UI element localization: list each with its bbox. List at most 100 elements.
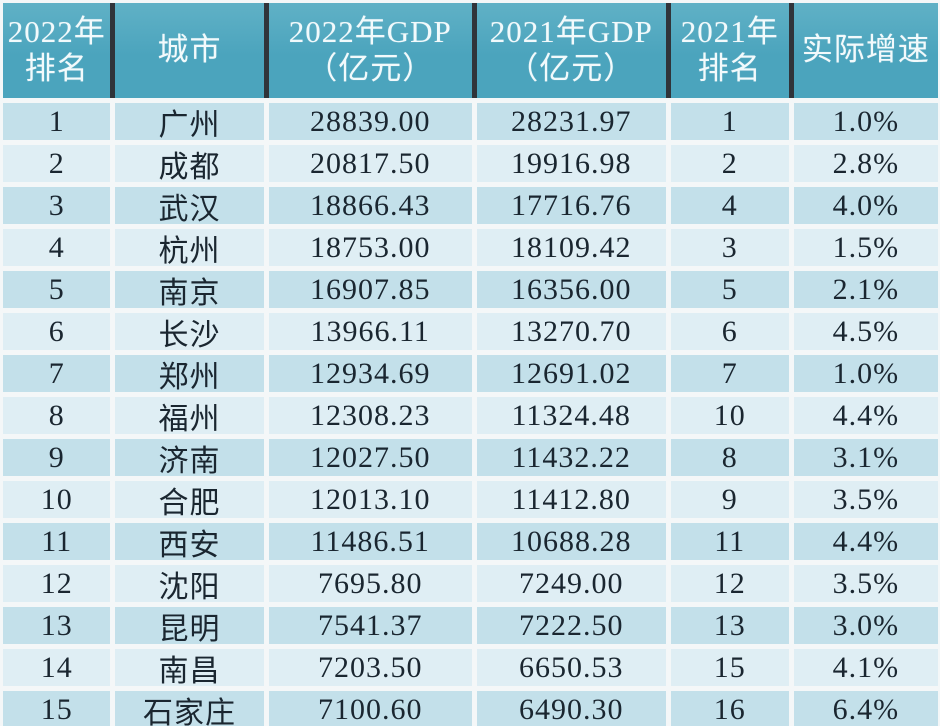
table-cell: 长沙 (115, 313, 264, 350)
table-cell: 12013.10 (268, 481, 472, 518)
table-cell: 4.4% (793, 397, 938, 434)
table-cell: 郑州 (115, 355, 264, 392)
table-cell: 2 (670, 145, 789, 182)
table-cell: 11486.51 (268, 523, 472, 560)
column-header-rank-2022: 2022年 排名 (3, 3, 111, 98)
table-cell: 13270.70 (476, 313, 666, 350)
table-cell: 西安 (115, 523, 264, 560)
table-row: 3 武汉 18866.43 17716.76 4 4.0% (3, 187, 938, 224)
table-cell: 4.1% (793, 649, 938, 686)
column-header-city: 城市 (115, 3, 264, 98)
table-cell: 15 (670, 649, 789, 686)
column-header-gdp-2021: 2021年GDP （亿元） (476, 3, 666, 98)
table-cell: 1.0% (793, 355, 938, 392)
table-cell: 11324.48 (476, 397, 666, 434)
table-cell: 12691.02 (476, 355, 666, 392)
table-cell: 5 (3, 271, 111, 308)
table-cell: 4 (670, 187, 789, 224)
table-cell: 12308.23 (268, 397, 472, 434)
table-cell: 3 (3, 187, 111, 224)
table-cell: 8 (3, 397, 111, 434)
table-row: 15 石家庄 7100.60 6490.30 16 6.4% (3, 691, 938, 726)
table-row: 10 合肥 12013.10 11412.80 9 3.5% (3, 481, 938, 518)
table-row: 12 沈阳 7695.80 7249.00 12 3.5% (3, 565, 938, 602)
table-cell: 杭州 (115, 229, 264, 266)
table-cell: 3.5% (793, 565, 938, 602)
table-cell: 18109.42 (476, 229, 666, 266)
table-row: 5 南京 16907.85 16356.00 5 2.1% (3, 271, 938, 308)
table-cell: 11 (670, 523, 789, 560)
table-body: 1 广州 28839.00 28231.97 1 1.0% 2 成都 20817.50 19916… (3, 103, 938, 726)
table-row: 4 杭州 18753.00 18109.42 3 1.5% (3, 229, 938, 266)
table-cell: 13 (3, 607, 111, 644)
table-cell: 7695.80 (268, 565, 472, 602)
table-cell: 28231.97 (476, 103, 666, 140)
table-row: 2 成都 20817.50 19916.98 2 2.8% (3, 145, 938, 182)
table-cell: 3.5% (793, 481, 938, 518)
table-cell: 2.1% (793, 271, 938, 308)
table-cell: 2 (3, 145, 111, 182)
table-cell: 石家庄 (115, 691, 264, 726)
column-header-real-growth: 实际增速 (793, 3, 938, 98)
table-cell: 5 (670, 271, 789, 308)
table-cell: 福州 (115, 397, 264, 434)
table-cell: 7249.00 (476, 565, 666, 602)
table-cell: 1.0% (793, 103, 938, 140)
table-cell: 11412.80 (476, 481, 666, 518)
table-cell: 4.0% (793, 187, 938, 224)
table-cell: 16356.00 (476, 271, 666, 308)
column-header-gdp-2022: 2022年GDP （亿元） (268, 3, 472, 98)
table-cell: 济南 (115, 439, 264, 476)
table-cell: 4.5% (793, 313, 938, 350)
table-cell: 12934.69 (268, 355, 472, 392)
table-cell: 15 (3, 691, 111, 726)
table-cell: 1 (3, 103, 111, 140)
table-cell: 7 (670, 355, 789, 392)
table-row: 7 郑州 12934.69 12691.02 7 1.0% (3, 355, 938, 392)
table-cell: 4 (3, 229, 111, 266)
table-cell: 3 (670, 229, 789, 266)
table-cell: 1.5% (793, 229, 938, 266)
table-cell: 12 (670, 565, 789, 602)
table-cell: 13966.11 (268, 313, 472, 350)
table-cell: 6.4% (793, 691, 938, 726)
table-cell: 20817.50 (268, 145, 472, 182)
table-cell: 2.8% (793, 145, 938, 182)
table-cell: 12 (3, 565, 111, 602)
table-cell: 10 (670, 397, 789, 434)
table-cell: 6 (670, 313, 789, 350)
column-header-rank-2021: 2021年 排名 (670, 3, 789, 98)
table-cell: 10688.28 (476, 523, 666, 560)
table-row: 8 福州 12308.23 11324.48 10 4.4% (3, 397, 938, 434)
table-row: 1 广州 28839.00 28231.97 1 1.0% (3, 103, 938, 140)
table-cell: 沈阳 (115, 565, 264, 602)
table-cell: 4.4% (793, 523, 938, 560)
table-cell: 3.0% (793, 607, 938, 644)
table-cell: 9 (3, 439, 111, 476)
table-cell: 7 (3, 355, 111, 392)
table-header-row: 2022年 排名 城市 2022年GDP （亿元） 2021年GDP （亿元） … (3, 3, 938, 98)
table-cell: 南昌 (115, 649, 264, 686)
table-cell: 6 (3, 313, 111, 350)
table-cell: 1 (670, 103, 789, 140)
table-cell: 17716.76 (476, 187, 666, 224)
table-cell: 12027.50 (268, 439, 472, 476)
table-cell: 16907.85 (268, 271, 472, 308)
table-cell: 11432.22 (476, 439, 666, 476)
table-cell: 10 (3, 481, 111, 518)
table-cell: 18753.00 (268, 229, 472, 266)
table-cell: 7222.50 (476, 607, 666, 644)
table-cell: 16 (670, 691, 789, 726)
table-cell: 11 (3, 523, 111, 560)
table-cell: 南京 (115, 271, 264, 308)
table-cell: 3.1% (793, 439, 938, 476)
table-cell: 7100.60 (268, 691, 472, 726)
table-row: 11 西安 11486.51 10688.28 11 4.4% (3, 523, 938, 560)
table-row: 6 长沙 13966.11 13270.70 6 4.5% (3, 313, 938, 350)
table-cell: 13 (670, 607, 789, 644)
table-cell: 14 (3, 649, 111, 686)
table-cell: 合肥 (115, 481, 264, 518)
table-cell: 昆明 (115, 607, 264, 644)
table-cell: 9 (670, 481, 789, 518)
